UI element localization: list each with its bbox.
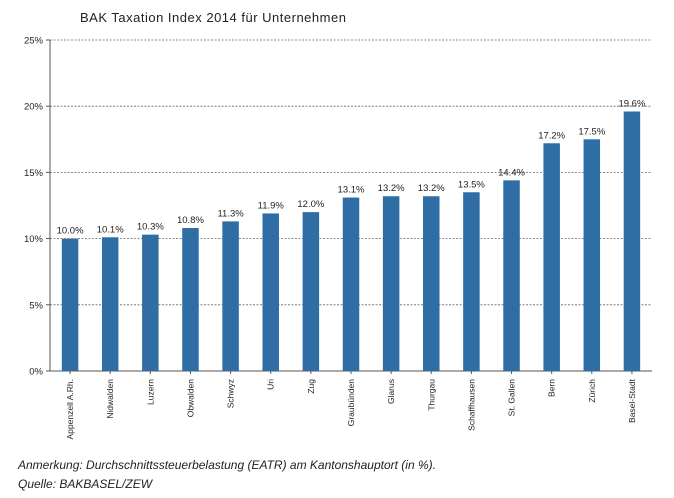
chart-note: Anmerkung: Durchschnittssteuerbelastung … xyxy=(18,458,436,472)
category-label: Obwalden xyxy=(185,379,195,418)
category-label: Zug xyxy=(306,379,316,394)
bar xyxy=(222,221,239,371)
bar xyxy=(182,228,199,371)
bar xyxy=(61,238,79,371)
category-label: Luzern xyxy=(145,379,155,405)
bar xyxy=(463,192,480,371)
category-label: Glarus xyxy=(386,379,396,404)
data-label: 13.1% xyxy=(338,185,365,196)
data-label: 10.1% xyxy=(97,224,124,235)
bar xyxy=(423,196,440,371)
data-label: 13.2% xyxy=(378,183,405,194)
category-label: Zürich xyxy=(587,379,597,403)
bar xyxy=(101,237,119,371)
bar xyxy=(142,234,159,371)
data-label: 14.4% xyxy=(498,167,525,178)
bar-chart: BAK Taxation Index 2014 für Unternehmen 0… xyxy=(24,10,652,439)
data-label: 10.3% xyxy=(137,222,164,233)
category-label: Thurgau xyxy=(426,379,436,411)
chart-source: Quelle: BAKBASEL/ZEW xyxy=(18,477,153,491)
category-label: Nidwalden xyxy=(105,379,115,419)
category-label: Basel-Stadt xyxy=(627,378,637,423)
bar xyxy=(623,111,641,371)
data-label: 13.2% xyxy=(418,183,445,194)
data-label: 10.0% xyxy=(57,226,84,237)
bar xyxy=(503,180,520,371)
category-label: Bern xyxy=(547,379,557,397)
category-label: Graubünden xyxy=(346,379,356,427)
data-label: 11.9% xyxy=(258,200,285,211)
data-label: 11.3% xyxy=(217,208,244,219)
bar xyxy=(262,213,279,371)
bar xyxy=(342,197,360,371)
chart-title: BAK Taxation Index 2014 für Unternehmen xyxy=(80,10,346,25)
y-tick-label: 5% xyxy=(29,300,43,311)
bar xyxy=(382,196,400,371)
category-label: St. Gallen xyxy=(507,379,517,417)
bar xyxy=(583,139,601,371)
y-tick-label: 20% xyxy=(24,102,44,113)
category-label: Appenzell A.Rh. xyxy=(65,379,75,439)
y-tick-label: 15% xyxy=(24,168,44,179)
data-label: 12.0% xyxy=(297,199,324,210)
data-label: 17.5% xyxy=(578,126,605,137)
y-tick-label: 0% xyxy=(29,367,43,378)
category-label: Schaffhausen xyxy=(466,379,476,431)
data-label: 13.5% xyxy=(458,179,485,190)
category-label: Schwyz xyxy=(226,379,236,408)
data-label: 10.8% xyxy=(177,215,204,226)
bar xyxy=(302,212,320,371)
y-tick-label: 25% xyxy=(24,36,44,47)
data-label: 17.2% xyxy=(538,130,565,141)
bar xyxy=(543,143,560,371)
category-label: Uri xyxy=(266,379,276,390)
data-label: 19.6% xyxy=(618,98,645,109)
y-tick-label: 10% xyxy=(24,234,44,245)
